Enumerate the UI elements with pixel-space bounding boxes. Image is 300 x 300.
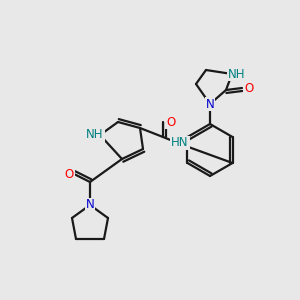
Text: N: N bbox=[85, 199, 94, 212]
Text: NH: NH bbox=[228, 68, 246, 80]
Text: N: N bbox=[206, 98, 214, 110]
Text: O: O bbox=[64, 167, 74, 181]
Text: O: O bbox=[167, 116, 176, 128]
Text: O: O bbox=[244, 82, 253, 94]
Text: NH: NH bbox=[86, 128, 104, 142]
Text: HN: HN bbox=[171, 136, 189, 149]
